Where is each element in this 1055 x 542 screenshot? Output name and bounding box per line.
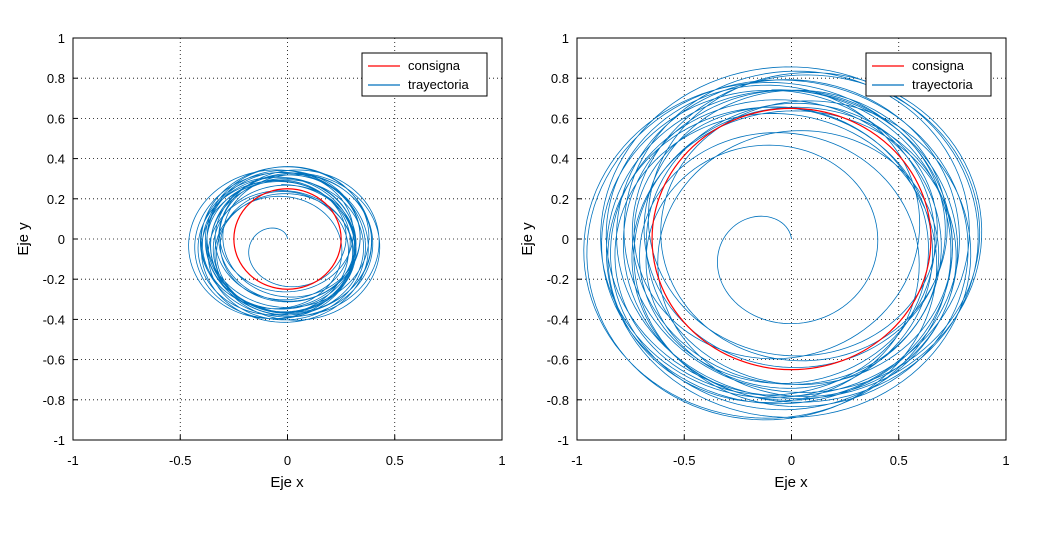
x-tick-label: -0.5 bbox=[673, 453, 695, 468]
y-tick-label: -0.4 bbox=[547, 312, 569, 327]
y-tick-label: 1 bbox=[58, 31, 65, 46]
y-axis-label: Eje y bbox=[519, 222, 536, 256]
legend: consigna trayectoria bbox=[865, 52, 992, 97]
y-tick-label: 0.8 bbox=[551, 71, 569, 86]
data-lines bbox=[583, 66, 983, 421]
legend-box bbox=[865, 52, 992, 97]
y-tick-label: 0 bbox=[562, 232, 569, 247]
y-tick-label: -1 bbox=[557, 433, 569, 448]
y-tick-label: 0.6 bbox=[551, 111, 569, 126]
y-tick-label: -0.2 bbox=[43, 272, 65, 287]
legend-box bbox=[361, 52, 488, 97]
legend-label-consigna: consigna bbox=[408, 58, 461, 73]
x-tick-label: 1 bbox=[498, 453, 505, 468]
y-tick-label: 0.2 bbox=[551, 192, 569, 207]
x-tick-label: 0 bbox=[788, 453, 795, 468]
y-tick-label: 0.4 bbox=[551, 152, 569, 167]
y-tick-label: -0.6 bbox=[43, 353, 65, 368]
tick-labels: -1 -0.5 0 0.5 1 1 0.8 0.6 0.4 0.2 0 -0.2 -0.4 -0.6 -0.… bbox=[547, 31, 1010, 468]
y-axis-label: Eje y bbox=[15, 222, 32, 256]
series-trayectoria bbox=[583, 66, 983, 421]
x-tick-label: 1 bbox=[1002, 453, 1009, 468]
left-plot-panel: -1 -0.5 0 0.5 1 1 0.8 0.6 0.4 0.2 0 -0.2 -0.4 -0.6 -0.… bbox=[15, 31, 506, 491]
legend-label-trayectoria: trayectoria bbox=[912, 77, 973, 92]
x-tick-label: -1 bbox=[571, 453, 583, 468]
x-tick-label: 0 bbox=[284, 453, 291, 468]
tick-labels: -1 -0.5 0 0.5 1 1 0.8 0.6 0.4 0.2 0 -0.2 -0.4 -0.6 -0.… bbox=[43, 31, 506, 468]
y-tick-label: -0.4 bbox=[43, 312, 65, 327]
y-tick-label: -1 bbox=[53, 433, 65, 448]
y-tick-label: 0.8 bbox=[47, 71, 65, 86]
legend-label-trayectoria: trayectoria bbox=[408, 77, 469, 92]
y-tick-label: 0.2 bbox=[47, 192, 65, 207]
x-tick-label: 0.5 bbox=[386, 453, 404, 468]
x-tick-label: -0.5 bbox=[169, 453, 191, 468]
y-tick-label: 0 bbox=[58, 232, 65, 247]
legend: consigna trayectoria bbox=[361, 52, 488, 97]
x-tick-label: -1 bbox=[67, 453, 79, 468]
y-tick-label: 0.4 bbox=[47, 152, 65, 167]
x-tick-label: 0.5 bbox=[890, 453, 908, 468]
y-tick-label: 1 bbox=[562, 31, 569, 46]
series-trayectoria bbox=[188, 166, 381, 323]
y-tick-label: -0.2 bbox=[547, 272, 569, 287]
right-plot-panel: -1 -0.5 0 0.5 1 1 0.8 0.6 0.4 0.2 0 -0.2 -0.4 -0.6 -0.… bbox=[519, 31, 1010, 491]
series-consigna bbox=[233, 188, 342, 290]
data-lines bbox=[188, 166, 381, 323]
y-tick-label: -0.8 bbox=[547, 393, 569, 408]
legend-label-consigna: consigna bbox=[912, 58, 965, 73]
x-axis-label: Eje x bbox=[774, 474, 808, 491]
x-axis-label: Eje x bbox=[270, 474, 304, 491]
y-tick-label: -0.6 bbox=[547, 353, 569, 368]
y-tick-label: 0.6 bbox=[47, 111, 65, 126]
series-consigna bbox=[651, 107, 932, 371]
y-tick-label: -0.8 bbox=[43, 393, 65, 408]
